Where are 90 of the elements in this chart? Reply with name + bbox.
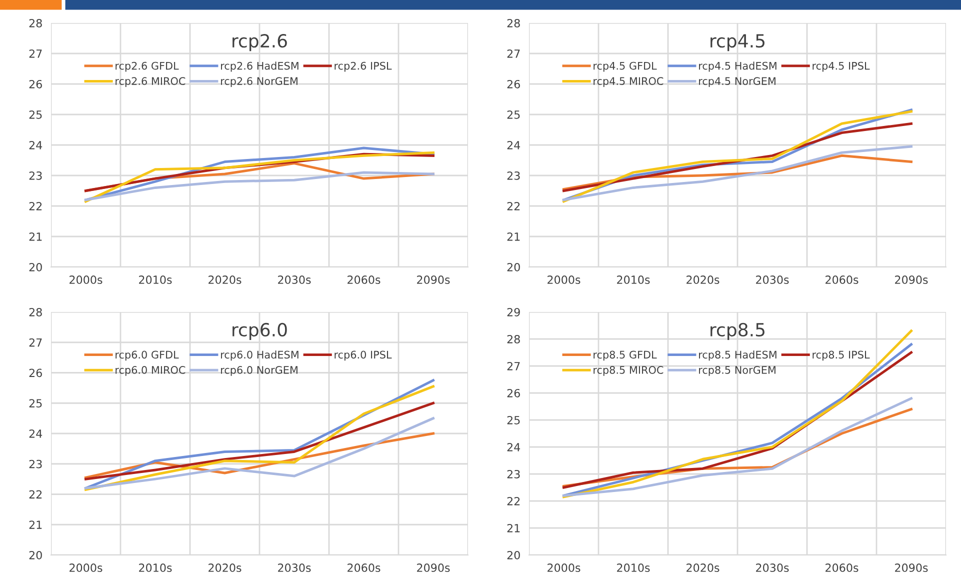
y-tick-label: 23 bbox=[507, 171, 520, 180]
y-tick-label: 27 bbox=[29, 338, 42, 347]
x-tick-label: 2000s bbox=[548, 564, 580, 572]
y-tick-label: 20 bbox=[29, 262, 42, 272]
text: rcp4.5 bbox=[710, 34, 764, 52]
x-tick-label: 2010s bbox=[139, 276, 172, 284]
text: rcp2.6 bbox=[232, 34, 287, 52]
y-tick-label: 27 bbox=[507, 49, 520, 58]
x-tick-label: 2090s bbox=[417, 276, 450, 284]
y-tick-label: 20 bbox=[29, 550, 42, 560]
y-tick-label: 28 bbox=[507, 18, 520, 28]
y-tick-label: 23 bbox=[29, 171, 42, 180]
line-series bbox=[562, 397, 912, 497]
y-tick-label: 26 bbox=[29, 80, 42, 88]
y-tick-label: 25 bbox=[29, 110, 42, 119]
y-tick-label: 22 bbox=[29, 490, 42, 498]
x-tick-label: 2010s bbox=[617, 276, 650, 284]
y-tick-label: 26 bbox=[507, 388, 520, 398]
legend-label: rcp8.5 GFDL bbox=[594, 350, 657, 361]
line-series bbox=[84, 402, 434, 480]
legend-label: rcp4.5 HadESM bbox=[699, 62, 776, 72]
legend-label: rcp4.5 NorGEM bbox=[699, 77, 776, 88]
y-tick-label: 24 bbox=[29, 429, 42, 438]
legend-label: rcp4.5 GFDL bbox=[594, 62, 657, 72]
legend-label: rcp6.0 IPSL bbox=[334, 350, 392, 361]
legend-label: rcp8.5 HadESM bbox=[699, 350, 776, 361]
y-tick-label: 22 bbox=[507, 202, 520, 210]
x-tick-label: 2090s bbox=[895, 564, 928, 572]
legend-label: rcp2.6 NorGEM bbox=[221, 77, 298, 88]
x-tick-label: 2020s bbox=[686, 564, 720, 572]
legend-label: rcp4.5 IPSL bbox=[812, 62, 870, 72]
x-tick-label: 2000s bbox=[70, 564, 102, 572]
y-tick-label: 20 bbox=[507, 262, 520, 272]
legend-label: rcp6.0 MIROC bbox=[116, 366, 186, 376]
y-tick-label: 28 bbox=[507, 334, 520, 344]
x-tick-label: 2030s bbox=[278, 276, 311, 284]
legend-label: rcp6.0 GFDL bbox=[116, 350, 179, 361]
y-tick-label: 25 bbox=[507, 416, 520, 424]
x-tick-label: 2030s bbox=[278, 564, 311, 572]
x-tick-label: 2020s bbox=[208, 564, 242, 572]
y-tick-label: 24 bbox=[29, 140, 42, 150]
y-tick-label: 26 bbox=[29, 368, 42, 378]
y-tick-label: 21 bbox=[507, 232, 520, 241]
text: rcp6.0 bbox=[232, 322, 287, 340]
x-tick-label: 2030s bbox=[756, 564, 789, 572]
y-tick-label: 27 bbox=[29, 49, 42, 58]
y-tick-label: 24 bbox=[507, 140, 520, 150]
y-tick-label: 26 bbox=[507, 80, 520, 88]
x-tick-label: 2060s bbox=[348, 276, 380, 284]
legend-label: rcp8.5 IPSL bbox=[812, 350, 870, 361]
legend-label: rcp8.5 MIROC bbox=[594, 366, 664, 376]
y-tick-label: 29 bbox=[507, 308, 520, 316]
x-tick-label: 2000s bbox=[548, 276, 580, 284]
x-tick-label: 2090s bbox=[417, 564, 450, 572]
y-tick-label: 27 bbox=[507, 362, 520, 370]
y-tick-label: 25 bbox=[29, 399, 42, 408]
legend-label: rcp6.0 NorGEM bbox=[221, 366, 298, 376]
y-tick-label: 28 bbox=[29, 18, 42, 28]
line-series bbox=[562, 145, 912, 202]
legend-label: rcp8.5 NorGEM bbox=[699, 366, 776, 376]
line-series bbox=[84, 417, 434, 490]
legend-label: rcp2.6 MIROC bbox=[116, 77, 186, 88]
x-tick-label: 2090s bbox=[895, 276, 928, 284]
x-tick-label: 2020s bbox=[208, 276, 242, 284]
y-tick-label: 25 bbox=[507, 110, 520, 119]
y-tick-label: 23 bbox=[29, 460, 42, 468]
y-tick-label: 20 bbox=[507, 550, 520, 560]
y-tick-label: 21 bbox=[29, 232, 42, 241]
line-series bbox=[84, 171, 434, 202]
x-tick-label: 2020s bbox=[686, 276, 720, 284]
x-tick-label: 2010s bbox=[617, 564, 650, 572]
legend-label: rcp2.6 IPSL bbox=[334, 62, 392, 72]
legend-label: rcp6.0 HadESM bbox=[221, 350, 298, 361]
y-tick-label: 21 bbox=[507, 524, 520, 532]
legend-label: rcp4.5 MIROC bbox=[594, 77, 664, 88]
x-tick-label: 2060s bbox=[826, 564, 858, 572]
y-tick-label: 21 bbox=[29, 520, 42, 529]
x-tick-label: 2000s bbox=[70, 276, 102, 284]
x-tick-label: 2060s bbox=[348, 564, 380, 572]
x-tick-label: 2030s bbox=[756, 276, 789, 284]
y-tick-label: 24 bbox=[507, 442, 520, 452]
legend-label: rcp2.6 HadESM bbox=[221, 62, 298, 72]
y-tick-label: 22 bbox=[507, 496, 520, 506]
y-tick-label: 28 bbox=[29, 308, 42, 316]
x-tick-label: 2060s bbox=[826, 276, 858, 284]
y-tick-label: 22 bbox=[29, 202, 42, 210]
x-tick-label: 2010s bbox=[139, 564, 172, 572]
text: rcp8.5 bbox=[710, 322, 764, 340]
y-tick-label: 23 bbox=[507, 470, 520, 478]
legend-label: rcp2.6 GFDL bbox=[116, 62, 179, 72]
